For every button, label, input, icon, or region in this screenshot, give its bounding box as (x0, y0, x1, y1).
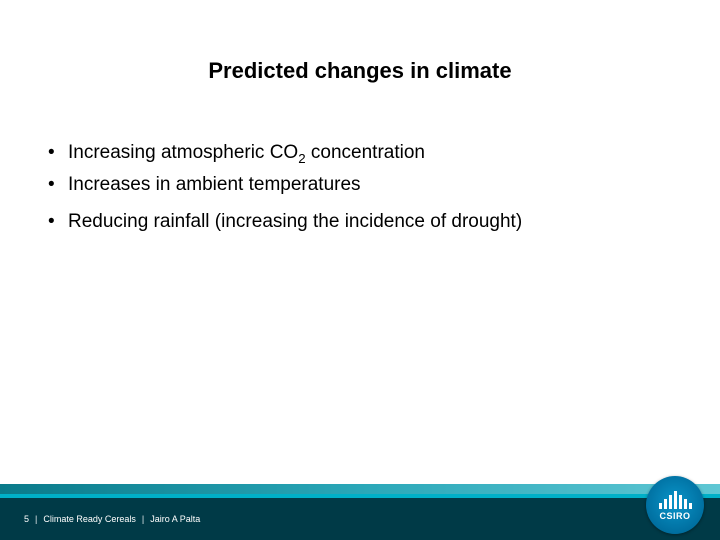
footer-text: 5 | Climate Ready Cereals | Jairo A Palt… (24, 498, 200, 540)
footer-separator: | (35, 514, 37, 524)
footer-separator: | (142, 514, 144, 524)
footer-author: Jairo A Palta (150, 514, 200, 524)
footer: 5 | Climate Ready Cereals | Jairo A Palt… (0, 466, 720, 540)
footer-bar-gradient (0, 484, 720, 494)
bullet-item: Reducing rainfall (increasing the incide… (40, 209, 680, 235)
bullet-item: Increasing atmospheric CO2 concentration (40, 140, 680, 168)
bullet-list: Increasing atmospheric CO2 concentration… (40, 140, 680, 239)
slide-title: Predicted changes in climate (0, 58, 720, 84)
bullet-item: Increases in ambient temperatures (40, 172, 680, 198)
logo-label: CSIRO (659, 511, 690, 521)
slide: Predicted changes in climate Increasing … (0, 0, 720, 540)
logo-bars-icon (659, 489, 692, 509)
page-number: 5 (24, 514, 29, 524)
csiro-logo: CSIRO (646, 476, 704, 534)
bullet-ul: Increasing atmospheric CO2 concentration… (40, 140, 680, 235)
footer-project: Climate Ready Cereals (43, 514, 136, 524)
